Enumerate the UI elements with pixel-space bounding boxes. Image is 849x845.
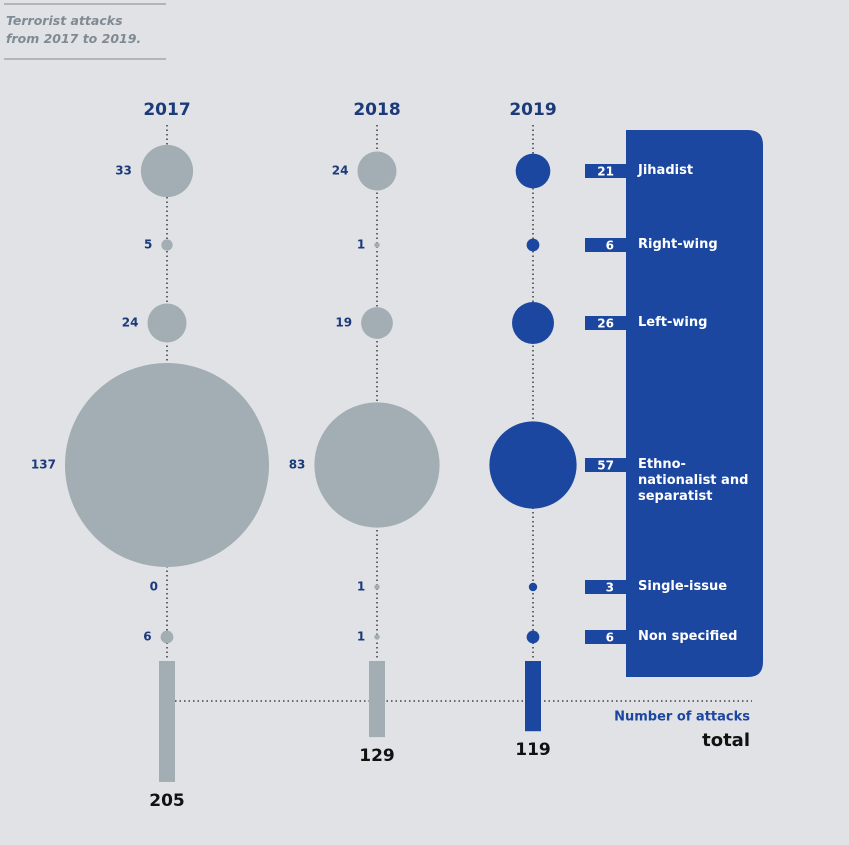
value-label: 19 <box>335 316 352 330</box>
value-tag <box>585 238 626 252</box>
value-label: 33 <box>115 164 132 178</box>
chart-title: Terrorist attacks from 2017 to 2019. <box>6 13 142 46</box>
bubble <box>160 630 174 644</box>
bubble <box>64 362 270 568</box>
total-bar <box>525 661 541 732</box>
value-tag <box>585 458 626 472</box>
value-label: 57 <box>597 459 614 473</box>
bubble <box>515 153 551 189</box>
value-label: 137 <box>31 458 56 472</box>
total-value: 205 <box>149 791 185 811</box>
column-label: 2017 <box>143 100 190 120</box>
column-label: 2019 <box>509 100 556 120</box>
bubble <box>374 584 380 590</box>
bubble <box>374 634 380 640</box>
bubble <box>528 582 538 592</box>
value-tag <box>585 630 626 644</box>
total-bar <box>159 661 175 782</box>
value-label: 1 <box>357 580 365 594</box>
value-tag <box>585 580 626 594</box>
bubble <box>361 307 393 339</box>
value-label: 1 <box>357 630 365 644</box>
category-label: Single-issue <box>638 579 728 594</box>
value-label: 6 <box>143 630 151 644</box>
bubble <box>374 242 380 248</box>
value-label: 6 <box>606 631 614 645</box>
value-label: 5 <box>144 238 152 252</box>
bubble <box>161 239 173 251</box>
category-label: Ethno-nationalist and separatist <box>638 457 749 504</box>
bubble <box>314 402 440 528</box>
category-label: Non specified <box>638 629 738 644</box>
value-label: 3 <box>606 581 614 595</box>
value-label: 1 <box>357 238 365 252</box>
category-label: Jihadist <box>638 163 694 178</box>
bubble <box>512 302 554 344</box>
total-value: 119 <box>515 740 551 760</box>
total-value: 129 <box>359 746 395 766</box>
total-bar <box>369 661 385 738</box>
value-label: 21 <box>597 165 614 179</box>
total-label: Number of attacks <box>614 710 750 725</box>
column-label: 2018 <box>353 100 400 120</box>
value-label: 6 <box>606 239 614 253</box>
value-tag <box>585 316 626 330</box>
total-title: total <box>702 730 750 751</box>
bubble <box>140 144 194 198</box>
value-label: 0 <box>150 580 158 594</box>
legend-panel <box>626 130 763 677</box>
bubble <box>489 421 577 509</box>
category-label: Left-wing <box>638 315 708 330</box>
bubble <box>357 151 397 191</box>
value-label: 24 <box>122 316 139 330</box>
value-tag <box>585 164 626 178</box>
bubble <box>526 238 540 252</box>
category-label: Right-wing <box>638 237 718 252</box>
bubble <box>147 303 187 343</box>
value-label: 83 <box>289 458 306 472</box>
value-label: 24 <box>332 164 349 178</box>
bubble <box>526 630 540 644</box>
value-label: 26 <box>597 317 614 331</box>
